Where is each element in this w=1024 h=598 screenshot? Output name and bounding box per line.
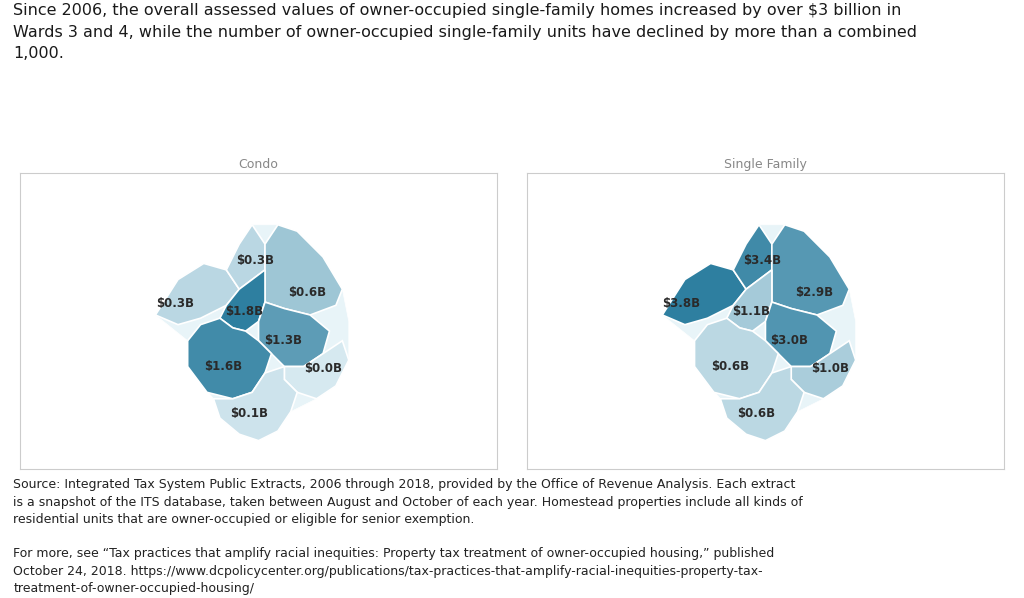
Polygon shape [663,225,856,441]
Text: Since 2006, the overall assessed values of owner-occupied single-family homes in: Since 2006, the overall assessed values … [13,3,918,61]
Text: $0.0B: $0.0B [304,362,342,375]
Text: $0.3B: $0.3B [237,254,274,267]
Text: $0.6B: $0.6B [736,407,775,420]
Text: $3.4B: $3.4B [743,254,781,267]
Title: Single Family: Single Family [724,158,807,171]
Polygon shape [772,225,849,315]
Polygon shape [187,318,271,399]
Polygon shape [213,367,297,441]
Text: $3.8B: $3.8B [663,297,700,310]
Text: $0.6B: $0.6B [711,360,749,373]
Polygon shape [265,225,342,315]
Text: $1.3B: $1.3B [264,334,302,347]
Polygon shape [720,367,804,441]
Text: $0.3B: $0.3B [156,297,194,310]
Polygon shape [792,341,856,399]
Polygon shape [733,225,772,289]
Polygon shape [766,302,837,367]
Polygon shape [727,270,772,331]
Polygon shape [220,270,265,331]
Text: $1.8B: $1.8B [225,305,263,318]
Text: $1.0B: $1.0B [811,362,849,375]
Text: For more, see “Tax practices that amplify racial inequities: Property tax treatm: For more, see “Tax practices that amplif… [13,547,774,595]
Text: $0.1B: $0.1B [230,407,268,420]
Polygon shape [694,318,778,399]
Polygon shape [663,263,746,325]
Text: $3.0B: $3.0B [771,334,809,347]
Text: $2.9B: $2.9B [795,286,833,299]
Text: $0.6B: $0.6B [288,286,326,299]
Polygon shape [156,263,240,325]
Polygon shape [258,302,330,367]
Text: Source: Integrated Tax System Public Extracts, 2006 through 2018, provided by th: Source: Integrated Tax System Public Ext… [13,478,803,526]
Title: Condo: Condo [239,158,279,171]
Polygon shape [285,341,349,399]
Polygon shape [226,225,265,289]
Polygon shape [156,225,349,441]
Text: $1.6B: $1.6B [204,360,242,373]
Text: $1.1B: $1.1B [732,305,770,318]
